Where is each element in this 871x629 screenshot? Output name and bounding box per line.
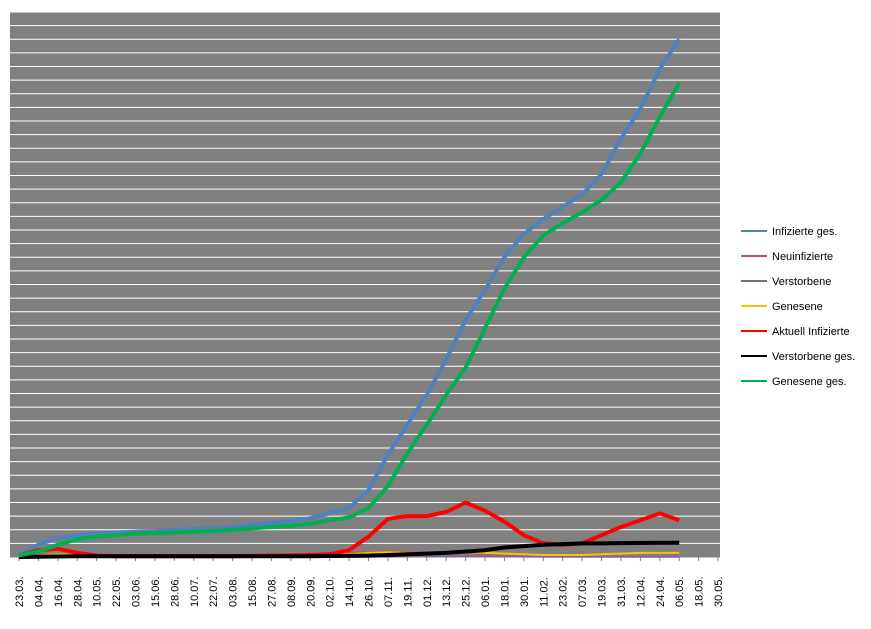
x-tick-label: 06.05. [674,576,686,607]
x-tick-label: 13.12. [441,576,453,607]
legend-label: Genesene [772,301,823,313]
legend-label: Neuinfizierte [772,251,833,263]
x-tick-label: 12.04. [635,576,647,607]
x-tick-label: 08.09. [286,576,298,607]
x-tick-label: 30.01. [519,576,531,607]
x-tick-label: 04.04. [33,576,45,607]
series-line [18,81,681,558]
x-tick-label: 10.05. [92,576,104,607]
legend-label: Aktuell Infizierte [772,326,850,338]
x-tick-label: 02.10. [325,576,337,607]
x-tick-label: 10.07. [189,576,201,607]
x-tick-label: 19.11. [402,577,414,607]
x-tick-label: 28.04. [72,576,84,607]
x-tick-label: 30.05. [713,576,725,607]
x-tick-label: 23.02. [558,576,570,607]
x-tick-label: 18.01. [499,576,511,607]
x-tick-label: 14.10. [344,576,356,607]
x-tick-label: 16.04. [53,576,65,607]
legend-label: Verstorbene ges. [772,351,855,363]
x-tick-label: 03.06. [131,576,143,607]
x-tick-label: 26.10. [364,576,376,607]
legend-label: Infizierte ges. [772,226,837,238]
x-tick-label: 01.12. [422,576,434,607]
x-tick-label: 18.05. [694,576,706,607]
legend-label: Genesene ges. [772,376,847,388]
series-line [18,38,681,557]
x-tick-label: 24.04. [655,576,667,607]
x-tick-label: 07.11. [383,577,395,607]
x-tick-label: 15.06. [150,576,162,607]
legend-label: Verstorbene [772,276,831,288]
x-tick-label: 15.08. [247,576,259,607]
x-tick-label: 22.07. [208,576,220,607]
x-tick-label: 23.03. [14,576,26,607]
x-tick-label: 20.09. [305,576,317,607]
x-tick-label: 03.08. [228,576,240,607]
x-tick-label: 06.01. [480,576,492,607]
x-tick-label: 07.03. [577,576,589,607]
x-tick-label: 22.05. [111,576,123,607]
x-tick-label: 31.03. [616,576,628,607]
x-tick-label: 25.12. [461,576,473,607]
x-tick-label: 11.02. [538,577,550,607]
series-line [18,540,680,559]
x-tick-label: 28.06. [169,576,181,607]
x-tick-label: 19.03. [597,576,609,607]
x-tick-label: 27.08. [266,576,278,607]
